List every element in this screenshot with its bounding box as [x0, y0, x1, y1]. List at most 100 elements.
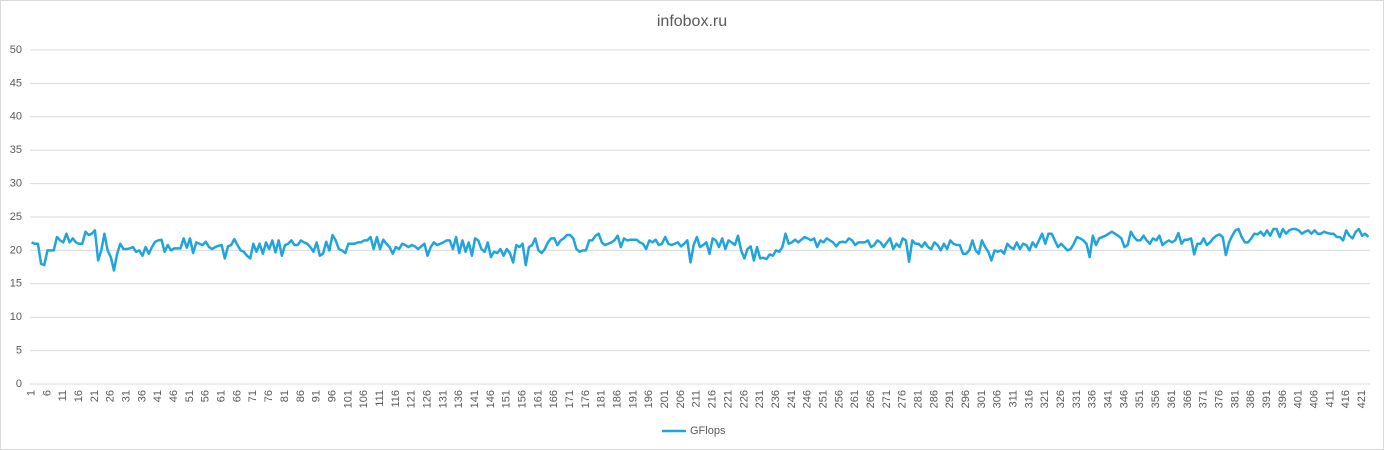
x-tick-label: 406	[1308, 390, 1320, 408]
x-tick-label: 351	[1134, 390, 1146, 408]
y-tick-label: 50	[10, 44, 22, 56]
x-tick-label: 46	[168, 390, 180, 402]
y-tick-label: 35	[10, 144, 22, 156]
x-tick-label: 206	[675, 390, 687, 408]
x-tick-label: 171	[564, 390, 576, 408]
x-tick-label: 61	[216, 390, 228, 402]
x-tick-label: 116	[390, 390, 402, 408]
x-tick-label: 251	[817, 390, 829, 408]
x-tick-label: 261	[849, 390, 861, 408]
x-tick-label: 361	[1166, 390, 1178, 408]
x-tick-label: 331	[1071, 390, 1083, 408]
x-tick-label: 96	[326, 390, 338, 402]
y-tick-label: 10	[10, 311, 22, 323]
x-tick-label: 36	[136, 390, 148, 402]
x-tick-label: 81	[279, 390, 291, 402]
x-tick-label: 286	[928, 390, 940, 408]
x-tick-label: 241	[786, 390, 798, 408]
x-tick-label: 311	[1008, 390, 1020, 408]
x-tick-label: 196	[643, 390, 655, 408]
x-tick-label: 151	[501, 390, 513, 408]
x-tick-label: 326	[1055, 390, 1067, 408]
x-tick-label: 296	[960, 390, 972, 408]
x-tick-label: 31	[121, 390, 133, 402]
x-tick-label: 376	[1213, 390, 1225, 408]
x-tick-label: 226	[738, 390, 750, 408]
x-tick-label: 6	[41, 390, 53, 396]
x-tick-label: 91	[311, 390, 323, 402]
x-tick-label: 86	[295, 390, 307, 402]
x-tick-label: 136	[453, 390, 465, 408]
x-tick-label: 176	[580, 390, 592, 408]
legend-label: GFlops	[690, 425, 726, 437]
x-tick-label: 76	[263, 390, 275, 402]
x-tick-label: 256	[833, 390, 845, 408]
x-tick-label: 231	[754, 390, 766, 408]
x-tick-label: 56	[200, 390, 212, 402]
x-tick-label: 166	[548, 390, 560, 408]
x-tick-label: 141	[469, 390, 481, 408]
x-tick-label: 366	[1182, 390, 1194, 408]
x-tick-label: 371	[1198, 390, 1210, 408]
x-tick-label: 301	[976, 390, 988, 408]
x-tick-label: 21	[89, 390, 101, 402]
x-tick-label: 121	[406, 390, 418, 408]
x-tick-label: 146	[485, 390, 497, 408]
x-tick-label: 341	[1103, 390, 1115, 408]
x-tick-label: 181	[596, 390, 608, 408]
x-tick-label: 186	[612, 390, 624, 408]
x-tick-label: 66	[231, 390, 243, 402]
x-tick-label: 416	[1340, 390, 1352, 408]
y-tick-label: 45	[10, 77, 22, 89]
x-tick-label: 16	[73, 390, 85, 402]
x-tick-label: 401	[1293, 390, 1305, 408]
x-tick-label: 336	[1087, 390, 1099, 408]
y-tick-label: 5	[16, 345, 22, 357]
x-tick-label: 131	[437, 390, 449, 408]
x-tick-label: 111	[374, 390, 386, 407]
x-tick-label: 216	[707, 390, 719, 408]
y-tick-label: 40	[10, 111, 22, 123]
x-tick-label: 71	[247, 390, 259, 402]
x-tick-label: 291	[944, 390, 956, 408]
x-tick-label: 411	[1324, 390, 1336, 408]
x-tick-label: 391	[1261, 390, 1273, 408]
data-line	[31, 227, 1370, 272]
x-tick-label: 1	[25, 390, 37, 396]
x-tick-label: 101	[342, 390, 354, 408]
x-tick-label: 11	[57, 390, 69, 401]
x-tick-label: 201	[659, 390, 671, 408]
y-tick-label: 25	[10, 211, 22, 223]
y-tick-label: 20	[10, 244, 22, 256]
chart-title: infobox.ru	[657, 13, 727, 30]
x-tick-label: 276	[897, 390, 909, 408]
x-tick-label: 386	[1245, 390, 1257, 408]
x-tick-label: 126	[421, 390, 433, 408]
x-tick-label: 356	[1150, 390, 1162, 408]
x-tick-label: 211	[691, 390, 703, 408]
x-tick-label: 191	[627, 390, 639, 408]
x-tick-label: 41	[152, 390, 164, 402]
x-tick-label: 246	[802, 390, 814, 408]
x-tick-label: 51	[184, 390, 196, 402]
y-tick-label: 30	[10, 178, 22, 190]
y-tick-label: 15	[10, 278, 22, 290]
x-tick-label: 306	[992, 390, 1004, 408]
x-tick-label: 321	[1039, 390, 1051, 408]
x-tick-label: 421	[1356, 390, 1368, 408]
x-tick-label: 161	[532, 390, 544, 408]
x-tick-label: 156	[517, 390, 529, 408]
x-tick-label: 106	[358, 390, 370, 408]
x-tick-label: 281	[912, 390, 924, 408]
x-tick-label: 396	[1277, 390, 1289, 408]
x-tick-label: 346	[1118, 390, 1130, 408]
x-tick-label: 271	[881, 390, 893, 408]
y-tick-label: 0	[16, 378, 22, 390]
x-tick-label: 316	[1023, 390, 1035, 408]
x-tick-label: 236	[770, 390, 782, 408]
x-tick-label: 266	[865, 390, 877, 408]
x-tick-label: 221	[722, 390, 734, 408]
x-tick-label: 26	[105, 390, 117, 402]
